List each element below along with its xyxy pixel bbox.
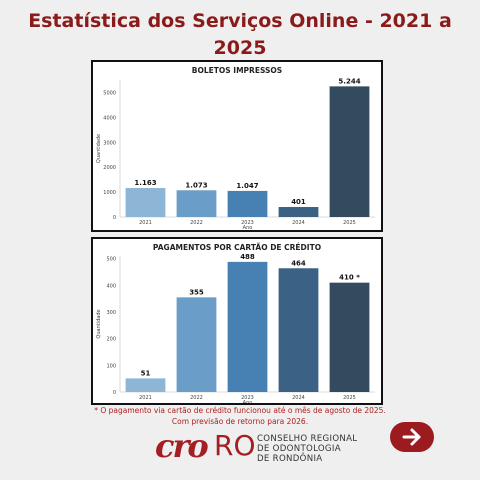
bar-value-label: 464 <box>291 259 306 267</box>
bar-value-label: 355 <box>189 288 204 296</box>
chart-card-boletos: BOLETOS IMPRESSOS 0 1000 2000 3000 4000 5000 1.… <box>91 60 383 232</box>
bar-value-label: 5.244 <box>338 77 360 85</box>
bar-value-label: 1.047 <box>236 182 258 190</box>
y-tick-label: 0 <box>113 390 116 396</box>
x-tick-label: 2024 <box>292 220 305 226</box>
org-name: CONSELHO REGIONAL DE ODONTOLOGIA DE ROND… <box>257 434 357 464</box>
chart-title: PAGAMENTOS POR CARTÃO DE CRÉDITO <box>153 243 321 252</box>
y-tick-label: 100 <box>106 363 116 369</box>
bar <box>125 188 166 217</box>
x-tick-label: 2022 <box>190 395 203 401</box>
x-tick-label: 2023 <box>241 395 254 401</box>
bar-value-label: 488 <box>240 253 255 261</box>
bar <box>125 378 166 392</box>
cartao-chart: PAGAMENTOS POR CARTÃO DE CRÉDITO 0 100 200 3… <box>96 243 375 403</box>
bar <box>329 86 370 217</box>
y-tick-label: 300 <box>106 310 116 316</box>
x-tick-label: 2022 <box>190 220 203 226</box>
x-tick-label: 2024 <box>292 395 305 401</box>
bar <box>278 268 319 392</box>
x-tick-label: 2025 <box>343 395 356 401</box>
y-tick-label: 0 <box>113 215 116 221</box>
footnote-line-2: Com previsão de retorno para 2026. <box>171 416 309 426</box>
next-button[interactable] <box>390 422 434 452</box>
y-tick-label: 200 <box>106 337 116 343</box>
bar-value-label: 401 <box>291 198 306 206</box>
org-name-line: DE RONDÔNIA <box>257 454 323 464</box>
chart-title: BOLETOS IMPRESSOS <box>192 66 282 75</box>
y-tick-label: 4000 <box>103 115 116 121</box>
footnote: * O pagamento via cartão de crédito func… <box>80 406 400 427</box>
chart-card-cartao: PAGAMENTOS POR CARTÃO DE CRÉDITO 0 100 200 3… <box>91 237 383 405</box>
bar-value-label: 51 <box>141 369 151 377</box>
y-axis-label: Quantidade <box>96 309 102 338</box>
x-axis-label: Ano <box>243 400 253 403</box>
org-name-line: CONSELHO REGIONAL <box>257 434 358 444</box>
y-axis-label: Quantidade <box>96 134 102 163</box>
y-tick-label: 1000 <box>103 190 116 196</box>
y-tick-label: 500 <box>106 257 116 263</box>
arrow-right-icon <box>402 428 421 446</box>
x-tick-label: 2023 <box>241 220 254 226</box>
bar-value-label: 1.073 <box>185 181 207 189</box>
y-tick-label: 400 <box>106 283 116 289</box>
x-axis-label: Ano <box>243 225 253 230</box>
y-tick-label: 2000 <box>103 165 116 171</box>
bar <box>176 190 217 217</box>
x-tick-label: 2021 <box>139 395 152 401</box>
cro-logo-mark: cro <box>155 427 209 465</box>
x-tick-label: 2021 <box>139 220 152 226</box>
y-tick-label: 5000 <box>103 90 116 96</box>
bar-value-label: 410 * <box>339 274 360 282</box>
boletos-chart: BOLETOS IMPRESSOS 0 1000 2000 3000 4000 5000 1.… <box>96 66 375 230</box>
footnote-line-1: * O pagamento via cartão de crédito func… <box>94 406 386 415</box>
headline-line-1: Estatística dos Serviços Online - 2021 a… <box>28 10 452 59</box>
cro-logo-suffix: RO <box>214 429 256 462</box>
bar <box>278 207 319 217</box>
bar <box>227 190 268 217</box>
bar <box>176 297 217 392</box>
bar-value-label: 1.163 <box>134 179 156 187</box>
y-tick-label: 3000 <box>103 140 116 146</box>
bar <box>227 261 268 392</box>
x-tick-label: 2025 <box>343 220 356 226</box>
bar <box>329 282 370 392</box>
org-name-line: DE ODONTOLOGIA <box>257 444 341 454</box>
